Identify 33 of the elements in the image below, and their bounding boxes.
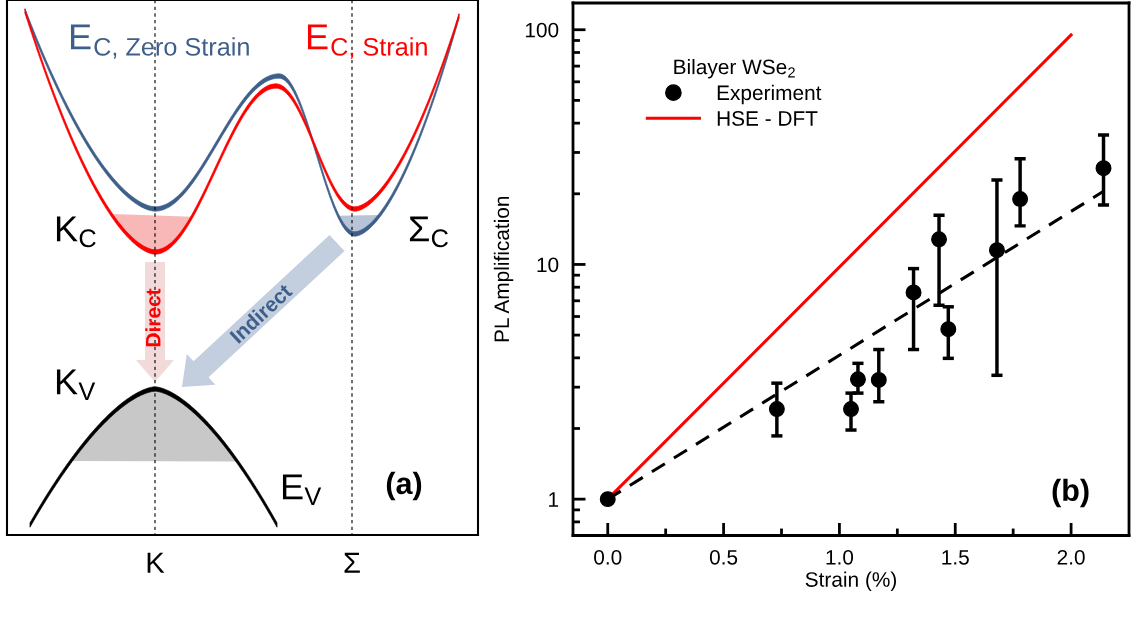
x-tick-label: 1.5 [942, 550, 969, 565]
y-axis-title: PL Amplification [493, 196, 514, 342]
legend-label: Experiment [717, 84, 822, 105]
y-tick-label: 10 [537, 257, 559, 273]
text: E$_{V}$ [282, 474, 322, 505]
category-label: K [147, 552, 165, 573]
text: K$_{C}$ [56, 216, 96, 248]
point [1095, 160, 1112, 177]
text: Direct [145, 288, 161, 347]
category-label: Σ [344, 552, 360, 573]
point [905, 284, 922, 301]
text: (a) [386, 471, 422, 501]
point [1012, 191, 1029, 207]
point [931, 231, 948, 248]
x-tick-label: 0.0 [594, 549, 622, 565]
x-tick-label: 2.0 [1057, 549, 1085, 565]
legend-title: Bilayer WSe$_{2}$ [674, 59, 795, 79]
text: Σ$_{C}$ [409, 216, 448, 248]
legend-label: HSE - DFT [717, 111, 818, 126]
x-tick-label: 1.0 [826, 549, 854, 565]
annotation: (b) [1052, 478, 1089, 508]
point [599, 491, 616, 508]
point [870, 371, 887, 388]
point [768, 401, 785, 418]
point [988, 242, 1005, 259]
point [940, 321, 957, 338]
point [849, 371, 866, 388]
x-axis-title: Strain (%) [805, 571, 897, 591]
text: K$_{V}$ [56, 369, 96, 400]
y-tick-label: 100 [525, 22, 559, 38]
x-tick-label: 0.5 [709, 549, 738, 565]
point [843, 401, 859, 418]
y-tick-label: 1 [549, 492, 559, 507]
